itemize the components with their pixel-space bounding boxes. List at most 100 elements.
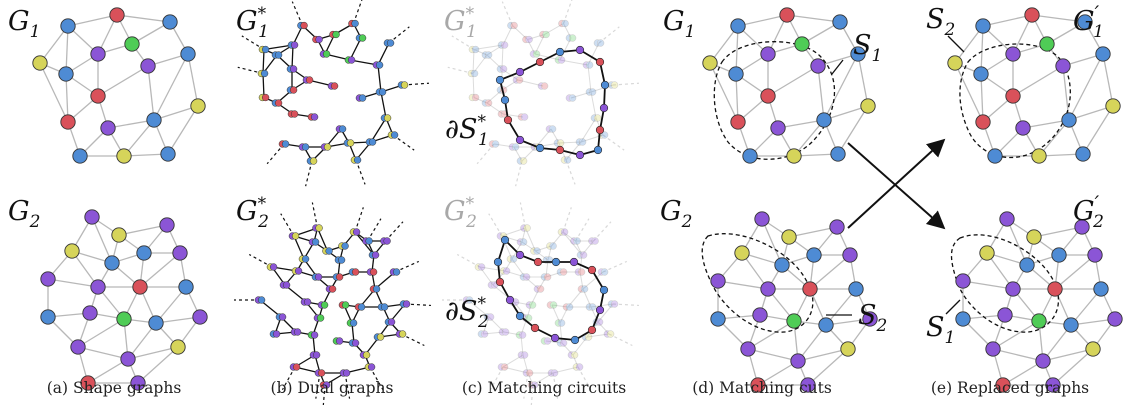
graph-node bbox=[810, 58, 826, 74]
graph-node bbox=[779, 7, 795, 23]
dual-node bbox=[517, 113, 529, 121]
circuit-node bbox=[595, 305, 605, 315]
circuit-node bbox=[587, 325, 597, 335]
dual-node bbox=[603, 330, 615, 338]
dual-boundary-edge bbox=[593, 221, 612, 242]
dual-boundary-edge bbox=[315, 372, 321, 399]
dual-node bbox=[369, 285, 381, 293]
dual-boundary-edge bbox=[523, 372, 529, 399]
dual-edge bbox=[482, 316, 490, 335]
dual-node bbox=[278, 140, 290, 148]
dual-edge bbox=[501, 79, 519, 91]
graph-node bbox=[979, 245, 995, 261]
dual-node bbox=[372, 61, 384, 69]
dual-node bbox=[488, 140, 500, 148]
dual-node bbox=[607, 300, 619, 308]
label-c-top: G* 1 bbox=[444, 4, 477, 42]
dual-edge bbox=[482, 331, 505, 335]
dual-edge bbox=[486, 54, 503, 70]
dual-boundary-edge bbox=[392, 134, 415, 151]
graph-node bbox=[816, 112, 832, 128]
graph-edge bbox=[1082, 105, 1114, 155]
circuit-node bbox=[555, 47, 565, 57]
graph-node bbox=[955, 273, 971, 289]
graph-node bbox=[1085, 341, 1101, 357]
graph-node bbox=[1063, 317, 1079, 333]
graph-edge bbox=[837, 105, 869, 155]
dual-boundary-edge bbox=[574, 218, 590, 242]
graph-edge bbox=[825, 288, 857, 326]
dual-node bbox=[399, 300, 411, 308]
dual-node bbox=[474, 263, 486, 271]
dual-edge bbox=[380, 91, 387, 119]
dual-node bbox=[565, 94, 577, 102]
dual-node bbox=[540, 337, 552, 345]
dual-edge bbox=[551, 304, 569, 308]
dual-edge bbox=[570, 91, 592, 99]
graph-node bbox=[109, 7, 125, 23]
dual-node bbox=[355, 94, 367, 102]
graph-edge bbox=[786, 14, 841, 23]
graph-node bbox=[760, 88, 776, 104]
dual-node bbox=[302, 76, 314, 84]
circuit-node bbox=[569, 257, 579, 267]
dual-edge bbox=[582, 271, 604, 290]
dual-node bbox=[338, 242, 349, 250]
graph-node bbox=[148, 315, 164, 331]
caption-b: (b) Dual graphs bbox=[271, 379, 394, 397]
graph-edge bbox=[761, 218, 783, 266]
dual-node bbox=[481, 51, 493, 59]
dual-boundary-edge bbox=[266, 143, 285, 165]
dual-boundary-edge bbox=[344, 372, 351, 399]
graph-node bbox=[146, 112, 162, 128]
dual-edge bbox=[552, 366, 579, 374]
circuit-node bbox=[515, 311, 525, 321]
dual-node bbox=[498, 328, 510, 336]
dual-node bbox=[332, 273, 344, 281]
graph-edge bbox=[1002, 360, 1044, 386]
graph-node bbox=[730, 18, 746, 34]
graph-edge bbox=[67, 14, 118, 27]
graph-nodes bbox=[947, 7, 1121, 164]
graph-node bbox=[190, 98, 206, 114]
dual-node bbox=[387, 131, 399, 139]
dual-node bbox=[322, 247, 333, 255]
dual-edge bbox=[545, 340, 563, 344]
dual-node bbox=[468, 45, 480, 54]
graph-nodes bbox=[955, 211, 1123, 393]
graph-edge bbox=[857, 53, 869, 107]
graph-edge bbox=[1068, 53, 1104, 121]
graph-edge bbox=[807, 348, 849, 386]
dual-node bbox=[533, 285, 545, 293]
dual-edge bbox=[504, 258, 513, 272]
graph-edge bbox=[992, 320, 1040, 350]
graph-nodes bbox=[40, 209, 208, 391]
dual-node bbox=[312, 224, 323, 232]
dual-node bbox=[317, 301, 329, 309]
label-c-bottom: G* 2 bbox=[444, 194, 477, 232]
dual-node bbox=[506, 255, 518, 263]
label-e-bottom: G′ 2 bbox=[1073, 191, 1104, 232]
circuit-node bbox=[500, 235, 510, 245]
graph-edge bbox=[1006, 218, 1028, 266]
graph-edge bbox=[717, 280, 769, 290]
circuit-node bbox=[595, 57, 605, 67]
cut-boundary bbox=[701, 233, 814, 333]
dual-node bbox=[380, 114, 392, 122]
graph-edge bbox=[777, 119, 825, 129]
graph-node bbox=[752, 307, 768, 323]
graph-node bbox=[832, 14, 848, 30]
graph-node bbox=[975, 18, 991, 34]
label-d-bottom: G2 bbox=[660, 196, 692, 232]
graph-node bbox=[72, 148, 88, 164]
graph-node bbox=[1005, 46, 1021, 62]
graph-edge bbox=[1038, 119, 1070, 157]
graph-node bbox=[734, 245, 750, 261]
circuit-node bbox=[600, 80, 610, 90]
label-e-cut-bottom: S1 bbox=[926, 312, 955, 348]
label-d-cut-bottom: S2 bbox=[858, 300, 887, 336]
graph-node bbox=[192, 309, 208, 325]
graph-node bbox=[760, 281, 776, 297]
dual-node bbox=[383, 39, 395, 47]
dual-node bbox=[375, 88, 387, 96]
